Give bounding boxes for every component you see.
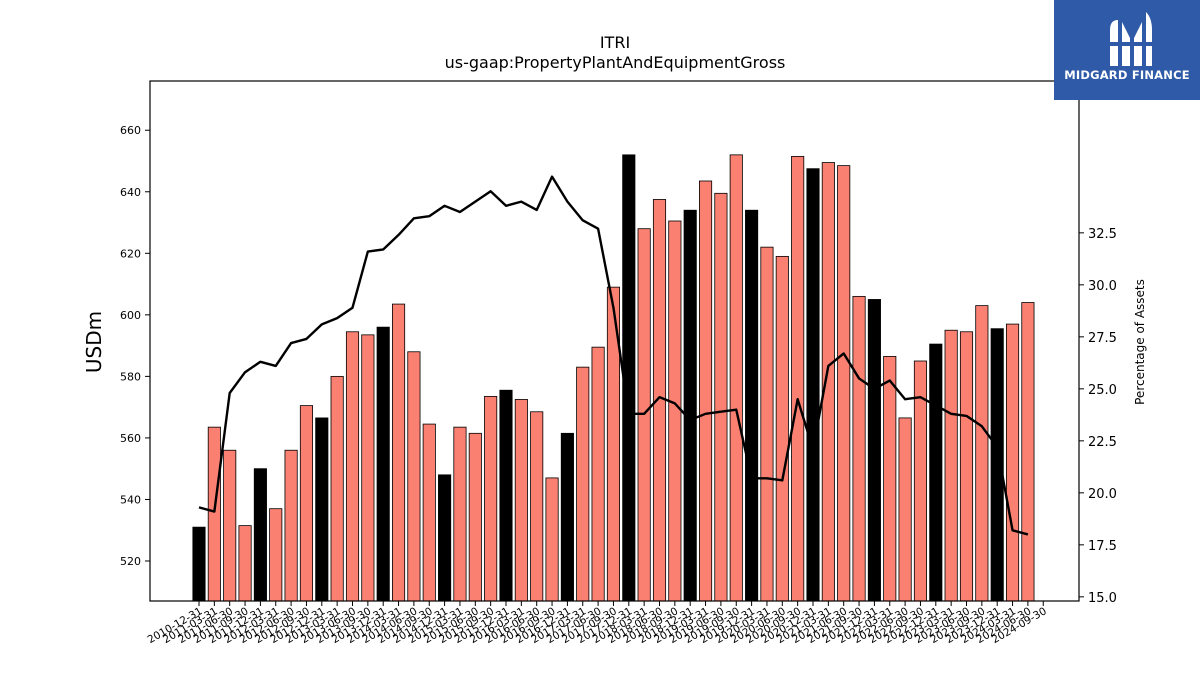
midgard-m-icon [1106, 12, 1152, 66]
bar-2016-09-30 [545, 477, 559, 602]
bar-2019-03-31 [699, 180, 713, 602]
chart-title: ITRI [600, 33, 630, 52]
bar-2012-03-31 [269, 508, 283, 602]
bar-2015-03-31 [453, 426, 467, 602]
y2-tick-label: 22.5 [1088, 435, 1117, 450]
bar-2019-09-30 [729, 154, 743, 602]
bar-2023-06-30 [959, 331, 974, 602]
bar-2016-03-31 [514, 399, 528, 602]
y-tick-label: 660 [120, 124, 141, 137]
bar-2017-03-31 [576, 366, 590, 602]
y2-tick-label: 30.0 [1088, 279, 1117, 294]
bar-2018-09-30 [668, 220, 682, 602]
bar-2019-06-30 [714, 192, 728, 602]
bar-2015-09-30 [484, 395, 498, 602]
bar-2011-09-30 [238, 525, 252, 602]
y2-tick-label: 32.5 [1088, 227, 1117, 242]
bar-2011-12-31 [253, 468, 267, 602]
y-tick-label: 520 [120, 555, 141, 568]
y-tick-label: 540 [120, 493, 141, 506]
bar-2013-06-30 [345, 331, 360, 602]
percentage-line [198, 175, 1029, 536]
bar-2024-06-30 [1021, 302, 1035, 602]
bar-2013-09-30 [361, 334, 375, 602]
y-axis-label: USDm [82, 311, 106, 373]
bar-2013-03-31 [330, 375, 344, 602]
bar-2024-03-31 [1006, 323, 1020, 602]
y2-tick-label: 20.0 [1088, 487, 1117, 502]
bar-2020-09-30 [791, 155, 805, 602]
bar-2012-06-30 [284, 449, 298, 602]
bar-2020-12-31 [806, 168, 820, 602]
bar-2014-09-30 [422, 423, 436, 602]
y2-tick-label: 15.0 [1088, 591, 1117, 606]
bar-2012-09-30 [299, 405, 313, 602]
bar-2012-12-31 [315, 417, 329, 602]
bar-2014-03-31 [391, 303, 406, 602]
bar-2018-12-31 [683, 209, 697, 602]
bar-2010-12-31 [192, 526, 206, 602]
bar-2022-12-31 [929, 343, 943, 602]
bar-2014-06-30 [407, 351, 421, 602]
bar-2014-12-31 [438, 474, 452, 602]
bar-2019-12-31 [745, 209, 759, 602]
y-tick-label: 640 [120, 186, 141, 199]
bar-2021-09-30 [852, 295, 866, 602]
bar-2022-03-31 [883, 355, 897, 602]
bar-2021-06-30 [837, 165, 851, 602]
bar-2017-06-30 [591, 346, 605, 602]
bar-2015-06-30 [468, 432, 482, 602]
bar-2020-03-31 [760, 246, 774, 602]
bar-2011-06-30 [223, 449, 237, 602]
chart-subtitle: us-gaap:PropertyPlantAndEquipmentGross [445, 53, 786, 72]
midgard-finance-logo: MIDGARD FINANCE [1054, 0, 1200, 100]
bar-2016-12-31 [560, 432, 574, 602]
bar-2021-03-31 [821, 162, 835, 602]
y-tick-label: 580 [120, 370, 141, 383]
bar-2023-03-31 [944, 329, 958, 602]
y2-tick-label: 17.5 [1088, 539, 1117, 554]
logo-text: MIDGARD FINANCE [1064, 68, 1190, 82]
y-tick-label: 560 [120, 432, 141, 445]
plot-frame [149, 80, 1080, 602]
bar-2011-03-31 [207, 426, 221, 602]
bar-2013-12-31 [376, 326, 390, 602]
y2-tick-label: 27.5 [1088, 331, 1117, 346]
bar-2016-06-30 [530, 411, 544, 602]
bar-2021-12-31 [867, 299, 881, 602]
y2-axis-label: Percentage of Assets [1133, 279, 1147, 405]
y-tick-label: 620 [120, 247, 141, 260]
bar-2015-12-31 [499, 389, 513, 602]
bar-2023-09-30 [975, 305, 989, 602]
y2-tick-label: 25.0 [1088, 383, 1117, 398]
bar-2022-06-30 [898, 417, 912, 602]
y-tick-label: 600 [120, 309, 141, 322]
bar-2020-06-30 [775, 255, 789, 602]
